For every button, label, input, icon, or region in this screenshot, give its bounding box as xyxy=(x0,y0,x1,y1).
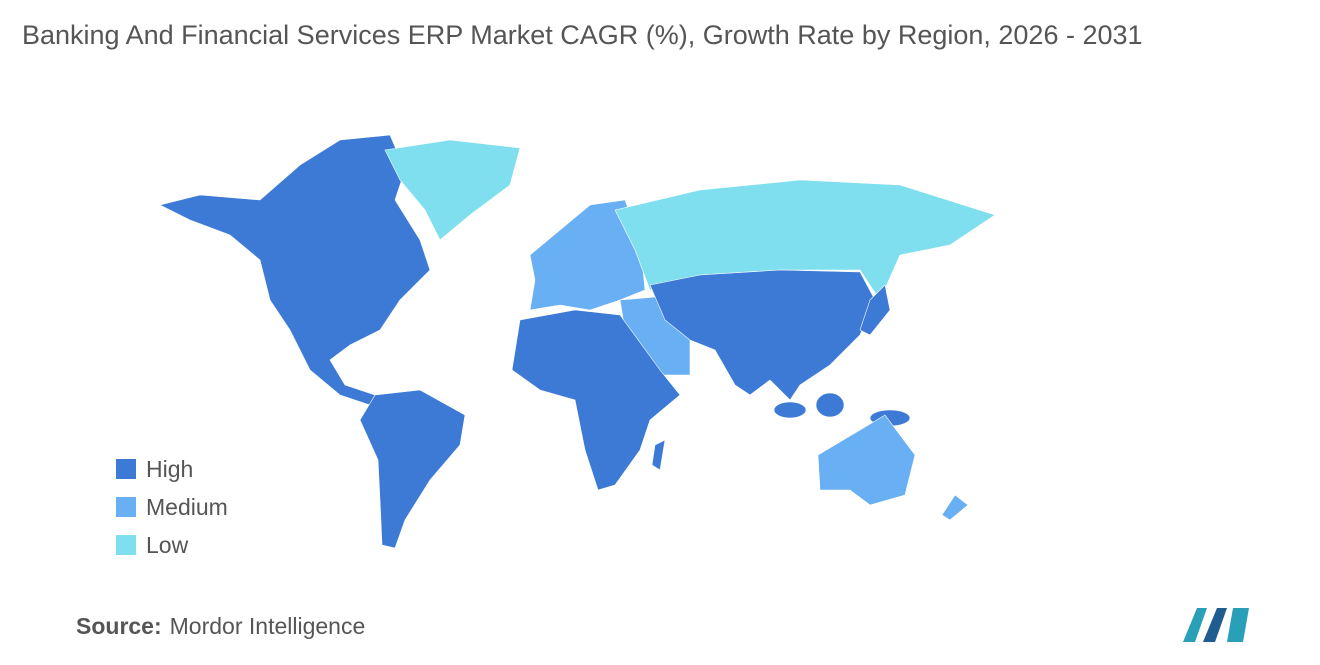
region xyxy=(529,199,646,311)
source-label: Source: xyxy=(76,613,162,639)
region xyxy=(941,494,969,521)
logo xyxy=(1183,608,1249,642)
source: Source: Mordor Intelligence xyxy=(76,613,365,640)
region xyxy=(859,284,891,336)
legend-label: Low xyxy=(146,531,189,558)
region xyxy=(159,134,431,406)
region xyxy=(773,401,807,419)
region xyxy=(651,439,666,471)
legend-item: High xyxy=(116,450,228,488)
legend: High Medium Low xyxy=(116,450,228,564)
region xyxy=(649,269,876,401)
region xyxy=(384,139,521,241)
region xyxy=(511,309,681,491)
legend-item: Medium xyxy=(116,488,228,526)
title: Banking And Financial Services ERP Marke… xyxy=(22,20,1143,50)
legend-swatch xyxy=(116,497,136,517)
region xyxy=(817,414,916,506)
legend-label: Medium xyxy=(146,493,228,520)
legend-label: High xyxy=(146,455,194,482)
legend-swatch xyxy=(116,535,136,555)
region xyxy=(359,389,466,549)
region xyxy=(815,392,845,418)
legend-swatch xyxy=(116,459,136,479)
source-text: Mordor Intelligence xyxy=(169,613,366,639)
legend-item: Low xyxy=(116,526,228,564)
